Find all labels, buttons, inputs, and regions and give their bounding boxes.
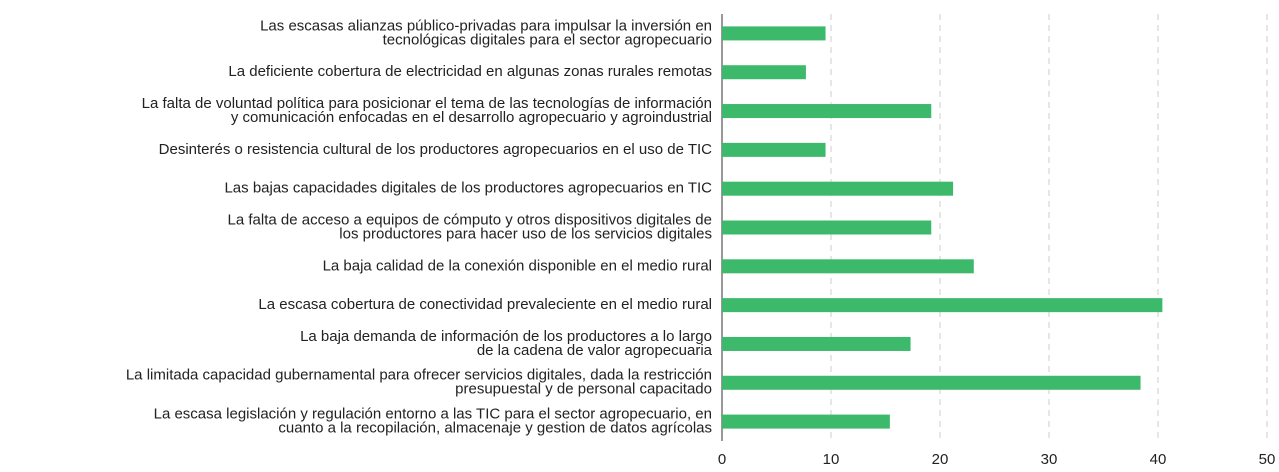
y-tick-label: Desinterés o resistencia cultural de los… <box>159 141 713 158</box>
bar <box>722 375 1141 390</box>
y-tick-label: La baja calidad de la conexión disponibl… <box>323 257 712 274</box>
y-tick-label: cuanto a la recopilación, almacenaje y g… <box>278 420 712 437</box>
y-tick-label: y comunicación enfocadas en el desarroll… <box>231 109 712 126</box>
bar <box>722 336 911 351</box>
bar <box>722 220 932 235</box>
bar <box>722 259 974 274</box>
bar <box>722 414 890 429</box>
y-tick-label: La deficiente cobertura de electricidad … <box>228 63 712 80</box>
y-tick-label: Las escasas alianzas público-privadas pa… <box>260 17 712 34</box>
x-tick-label: 0 <box>718 451 726 467</box>
x-tick-label: 50 <box>1259 451 1276 467</box>
x-tick-label: 20 <box>932 451 949 467</box>
x-tick-label: 10 <box>823 451 840 467</box>
bar <box>722 65 806 80</box>
y-tick-label: La limitada capacidad gubernamental para… <box>126 367 712 384</box>
y-tick-label: La falta de voluntad política para posic… <box>142 95 712 112</box>
y-tick-label: La escasa cobertura de conectividad prev… <box>258 296 712 313</box>
x-tick-label: 40 <box>1150 451 1167 467</box>
y-tick-label: los productores para hacer uso de los se… <box>339 225 712 242</box>
bar <box>722 298 1163 313</box>
y-tick-label: Las bajas capacidades digitales de los p… <box>224 180 712 197</box>
y-tick-label: La escasa legislación y regulación entor… <box>154 406 712 423</box>
bar <box>722 26 826 41</box>
y-tick-label: tecnológicas digitales para el sector ag… <box>383 31 712 48</box>
bar <box>722 104 932 119</box>
x-tick-label: 30 <box>1041 451 1058 467</box>
y-tick-label: La falta de acceso a equipos de cómputo … <box>228 211 712 228</box>
bar <box>722 181 954 196</box>
y-tick-label: La baja demanda de información de los pr… <box>300 328 712 345</box>
y-tick-label: presupuestal y de personal capacitado <box>455 381 712 398</box>
y-tick-label: de la cadena de valor agropecuaria <box>477 342 713 359</box>
bar <box>722 142 826 157</box>
